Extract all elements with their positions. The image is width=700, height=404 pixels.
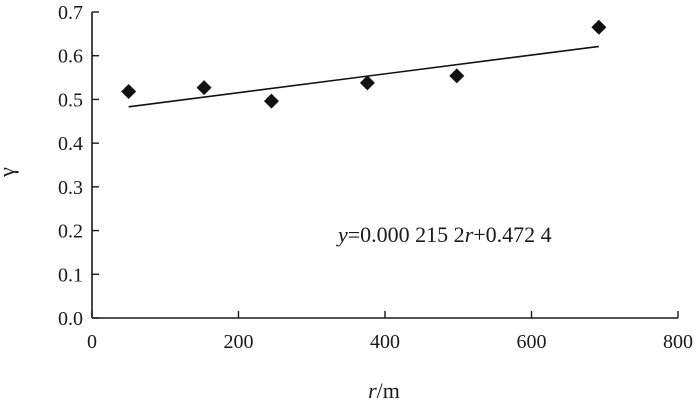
fit-line-group bbox=[128, 45, 599, 108]
y-axis-ticks: 0.0 0.1 0.2 0.3 0.4 0.5 0.6 0.7 bbox=[58, 2, 99, 330]
equation-coefficient: =0.000 215 2 bbox=[348, 222, 465, 247]
equation-intercept: +0.472 4 bbox=[473, 222, 551, 247]
data-point-marker bbox=[449, 68, 465, 84]
data-point-marker bbox=[196, 80, 212, 96]
equation-y-variable: y bbox=[336, 222, 348, 247]
x-tick-label: 600 bbox=[517, 331, 547, 353]
y-axis-label: γ bbox=[0, 167, 19, 178]
y-tick-label: 0.2 bbox=[58, 221, 83, 243]
x-tick-label: 400 bbox=[370, 331, 400, 353]
x-axis-label-variable: r bbox=[368, 378, 377, 403]
y-tick-label: 0.4 bbox=[58, 133, 83, 155]
y-tick-label: 0.3 bbox=[58, 177, 83, 199]
x-tick-label: 800 bbox=[663, 331, 693, 353]
y-tick-label: 0.0 bbox=[58, 308, 83, 330]
y-tick-label: 0.1 bbox=[58, 264, 83, 286]
data-points bbox=[121, 19, 607, 109]
data-point-marker bbox=[263, 93, 279, 109]
y-tick-label: 0.7 bbox=[58, 2, 83, 24]
equation-r-variable: r bbox=[465, 222, 474, 247]
axes bbox=[91, 12, 678, 319]
data-point-marker bbox=[121, 84, 137, 100]
x-axis-ticks: 0 200 400 600 800 bbox=[87, 311, 693, 353]
x-tick-label: 200 bbox=[224, 331, 254, 353]
x-tick-label: 0 bbox=[87, 331, 97, 353]
y-tick-label: 0.6 bbox=[58, 46, 83, 68]
regression-equation: y=0.000 215 2r+0.472 4 bbox=[336, 222, 552, 247]
x-axis-label: r/m bbox=[368, 378, 400, 403]
x-axis-label-unit: /m bbox=[377, 378, 400, 403]
fit-line bbox=[128, 45, 599, 108]
data-point-marker bbox=[359, 75, 375, 91]
y-tick-label: 0.5 bbox=[58, 89, 83, 111]
data-point-marker bbox=[591, 19, 607, 35]
